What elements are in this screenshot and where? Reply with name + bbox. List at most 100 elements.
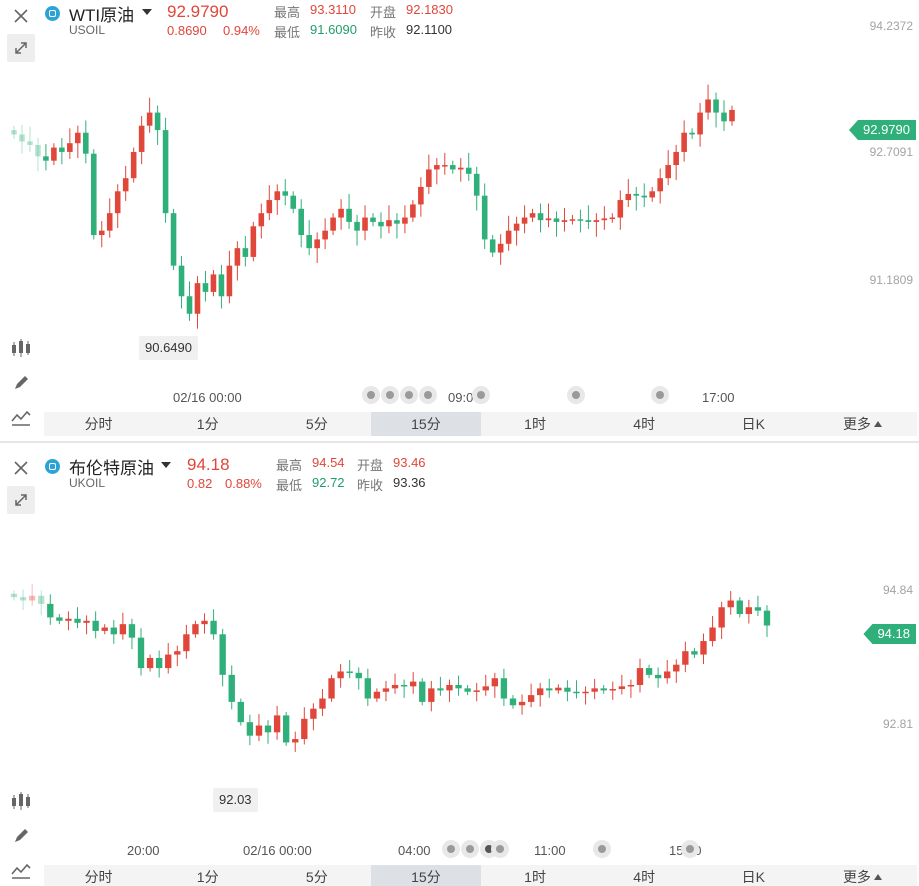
draw-icon[interactable]	[7, 822, 35, 850]
chevron-down-icon[interactable]	[142, 9, 152, 15]
high-label: 最高	[274, 5, 301, 20]
event-marker[interactable]	[681, 840, 699, 858]
event-marker[interactable]	[472, 386, 490, 404]
candle-body	[43, 156, 49, 161]
low-label: 最低	[274, 25, 301, 40]
tab-15min[interactable]: 15分	[371, 412, 481, 436]
candle-body	[11, 130, 17, 135]
candle-body	[75, 132, 81, 144]
candle-body	[119, 624, 127, 635]
event-marker[interactable]	[567, 386, 585, 404]
close-icon[interactable]	[7, 2, 35, 30]
event-marker[interactable]	[400, 386, 418, 404]
event-marker[interactable]	[651, 386, 669, 404]
candle-body	[155, 657, 163, 669]
price-change-pct: 0.88%	[225, 476, 262, 491]
open-label: 开盘	[357, 458, 384, 473]
tab-daily[interactable]: 日K	[741, 416, 765, 432]
symbol-code: UKOIL	[69, 476, 106, 490]
candle-body	[237, 701, 244, 723]
candle-body	[713, 99, 719, 113]
candle-body	[146, 112, 153, 126]
candle-body	[419, 681, 426, 702]
tab-1hour[interactable]: 1时	[524, 869, 546, 885]
event-marker[interactable]	[442, 840, 460, 858]
candle-body	[394, 220, 400, 224]
symbol-name[interactable]: WTI原油	[69, 6, 135, 25]
candle-body	[319, 698, 326, 709]
event-markers[interactable]	[593, 840, 611, 858]
tab-1min[interactable]: 1分	[196, 869, 219, 885]
candle-body	[246, 722, 254, 736]
event-markers[interactable]	[491, 840, 509, 858]
tab-timeshare[interactable]: 分时	[84, 869, 113, 885]
event-marker[interactable]	[461, 840, 479, 858]
candle-body	[330, 217, 336, 231]
candle-body	[709, 627, 716, 642]
event-marker[interactable]	[491, 840, 509, 858]
event-marker[interactable]	[593, 840, 611, 858]
candle-body	[38, 595, 45, 604]
tab-4hour[interactable]: 4时	[633, 416, 656, 432]
expand-icon[interactable]	[7, 34, 35, 62]
tab-4hour[interactable]: 4时	[633, 869, 656, 885]
tab-5min[interactable]: 5分	[305, 416, 328, 432]
event-markers[interactable]	[472, 386, 490, 404]
candle-body	[591, 688, 598, 692]
candle-body	[500, 678, 508, 699]
candle-body	[338, 208, 344, 218]
wti-candlestick-chart[interactable]	[0, 0, 919, 443]
chart-style-icon[interactable]	[7, 857, 35, 885]
tab-5min[interactable]: 5分	[305, 869, 328, 885]
candle-body	[402, 217, 408, 224]
candle-body	[266, 200, 273, 214]
x-axis-label: 02/16 00:00	[173, 390, 242, 405]
candle-body	[593, 220, 600, 222]
close-icon[interactable]	[7, 454, 35, 482]
candle-body	[138, 125, 145, 152]
event-markers[interactable]	[651, 386, 669, 404]
event-marker[interactable]	[362, 386, 380, 404]
candle-body	[202, 283, 209, 292]
more-button[interactable]: 更多	[808, 412, 917, 436]
tab-1min[interactable]: 1分	[196, 416, 219, 432]
candle-body	[106, 213, 113, 231]
expand-icon[interactable]	[7, 486, 35, 514]
indicator-icon[interactable]	[7, 334, 35, 362]
tab-15min[interactable]: 15分	[371, 865, 481, 886]
candle-body	[226, 265, 233, 297]
candle-body	[455, 684, 462, 689]
candle-body	[370, 217, 376, 222]
event-markers[interactable]	[442, 840, 498, 858]
candle-body	[673, 151, 679, 166]
chart-style-icon[interactable]	[7, 404, 35, 432]
more-button[interactable]: 更多	[808, 865, 917, 886]
indicator-icon[interactable]	[7, 787, 35, 815]
price-change-pct: 0.94%	[223, 23, 260, 38]
candle-body	[56, 617, 63, 621]
tab-daily[interactable]: 日K	[741, 869, 765, 885]
draw-icon[interactable]	[7, 369, 35, 397]
event-markers[interactable]	[567, 386, 585, 404]
low-value: 92.72	[312, 475, 345, 490]
candle-body	[618, 686, 626, 690]
tab-timeshare[interactable]: 分时	[84, 416, 113, 432]
candle-body	[664, 671, 671, 679]
event-markers[interactable]	[362, 386, 437, 404]
symbol-name[interactable]: 布伦特原油	[69, 459, 154, 478]
event-marker[interactable]	[381, 386, 399, 404]
chevron-down-icon[interactable]	[161, 462, 171, 468]
candle-body	[146, 657, 154, 669]
more-label: 更多	[842, 869, 871, 885]
current-price-tag: 92.9790	[849, 120, 916, 140]
event-marker[interactable]	[419, 386, 437, 404]
symbol-logo-icon	[45, 459, 60, 474]
candle-body	[537, 688, 544, 696]
candle-body	[337, 671, 344, 679]
candle-body	[410, 681, 417, 687]
event-markers[interactable]	[681, 840, 699, 858]
brent-candlestick-chart[interactable]	[0, 443, 919, 886]
candle-body	[386, 220, 392, 227]
y-axis-label: 94.2372	[869, 19, 913, 33]
tab-1hour[interactable]: 1时	[524, 416, 546, 432]
